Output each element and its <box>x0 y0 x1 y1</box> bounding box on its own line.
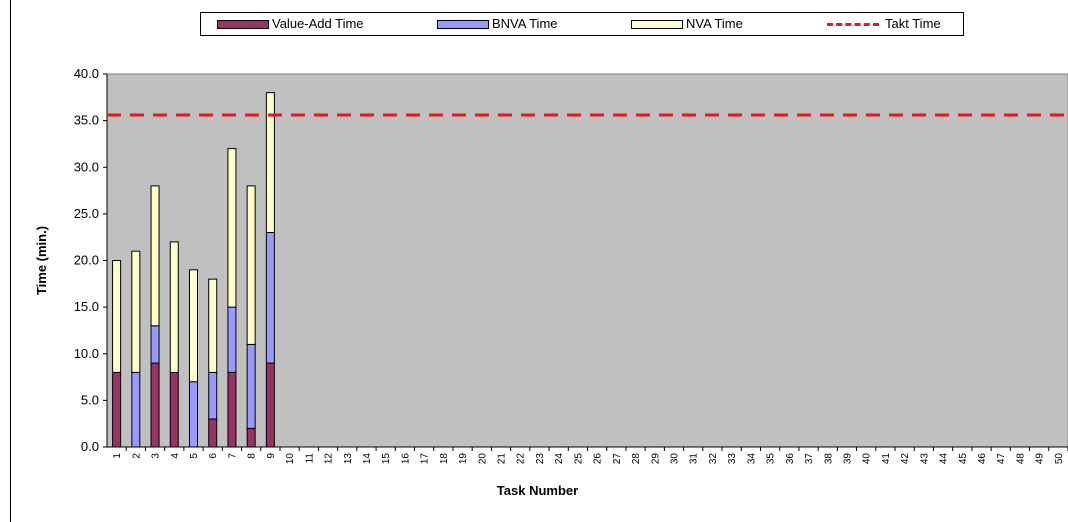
x-tick-label: 44 <box>939 453 950 465</box>
x-tick-label: 41 <box>881 453 892 465</box>
x-tick-label: 48 <box>1015 453 1026 465</box>
chart-frame <box>10 0 1068 522</box>
bar-segment <box>169 241 179 373</box>
legend-item-nva: NVA Time <box>631 16 743 32</box>
bar-segment <box>208 418 218 448</box>
legend-label-bnva: BNVA Time <box>492 16 558 31</box>
bar-segment <box>112 371 122 448</box>
y-tick-label: 35.0 <box>74 113 99 128</box>
legend-swatch-nva <box>631 20 683 30</box>
y-tick-label: 0.0 <box>81 439 99 454</box>
bar-segment <box>188 381 198 448</box>
x-tick-label: 13 <box>343 453 354 465</box>
bar-segment <box>227 371 237 448</box>
x-tick-label: 5 <box>189 453 200 459</box>
x-tick-label: 34 <box>746 453 757 465</box>
bar-segment <box>131 250 141 373</box>
x-tick-label: 28 <box>631 453 642 465</box>
x-tick-label: 29 <box>650 453 661 465</box>
x-tick-label: 3 <box>151 453 162 459</box>
x-tick-label: 31 <box>689 453 700 465</box>
x-tick-label: 39 <box>842 453 853 465</box>
x-tick-label: 18 <box>439 453 450 465</box>
x-tick-label: 8 <box>247 453 258 459</box>
bar-segment <box>246 427 256 448</box>
x-tick-label: 7 <box>227 453 238 459</box>
legend-label-nva: NVA Time <box>686 16 743 31</box>
bar-segment <box>150 325 160 364</box>
x-tick-label: 47 <box>996 453 1007 465</box>
x-tick-label: 22 <box>516 453 527 465</box>
bar-segment <box>188 269 198 383</box>
x-tick-label: 1 <box>112 453 123 459</box>
y-tick-label: 30.0 <box>74 159 99 174</box>
x-tick-label: 6 <box>208 453 219 459</box>
y-tick-label: 10.0 <box>74 346 99 361</box>
x-tick-label: 20 <box>477 453 488 465</box>
x-tick-label: 11 <box>304 453 315 464</box>
bar-segment <box>131 371 141 448</box>
legend-label-value-add: Value-Add Time <box>272 16 364 31</box>
x-axis-title: Task Number <box>497 483 578 498</box>
x-tick-label: 12 <box>324 453 335 465</box>
y-tick-label: 20.0 <box>74 253 99 268</box>
x-tick-label: 40 <box>862 453 873 465</box>
bar-segment <box>265 92 275 234</box>
legend-label-takt: Takt Time <box>885 16 941 31</box>
x-tick-label: 9 <box>266 453 277 459</box>
x-tick-label: 30 <box>669 453 680 465</box>
x-tick-label: 14 <box>362 453 373 465</box>
y-axis-title: Time (min.) <box>34 226 49 295</box>
x-tick-label: 36 <box>785 453 796 465</box>
x-tick-label: 4 <box>170 453 181 459</box>
y-tick-label: 15.0 <box>74 299 99 314</box>
x-tick-label: 37 <box>804 453 815 465</box>
legend-swatch-bnva <box>437 20 489 30</box>
x-tick-label: 15 <box>381 453 392 465</box>
x-tick-label: 17 <box>420 453 431 465</box>
x-tick-label: 16 <box>400 453 411 465</box>
bar-segment <box>112 260 122 373</box>
x-tick-label: 32 <box>708 453 719 465</box>
bar-segment <box>246 343 256 429</box>
x-tick-label: 33 <box>727 453 738 465</box>
x-tick-label: 35 <box>766 453 777 465</box>
x-tick-label: 25 <box>573 453 584 465</box>
bar-segment <box>150 185 160 327</box>
x-tick-label: 19 <box>458 453 469 465</box>
x-tick-label: 10 <box>285 453 296 465</box>
bar-segment <box>208 278 218 373</box>
x-tick-label: 45 <box>958 453 969 465</box>
legend-swatch-value-add <box>217 20 269 30</box>
y-tick-label: 25.0 <box>74 206 99 221</box>
bar-segment <box>227 306 237 373</box>
x-tick-label: 50 <box>1054 453 1065 465</box>
x-tick-label: 27 <box>612 453 623 465</box>
legend-item-bnva: BNVA Time <box>437 16 558 32</box>
legend: Value-Add Time BNVA Time NVA Time Takt T… <box>200 12 964 36</box>
x-tick-label: 21 <box>497 453 508 465</box>
x-tick-label: 24 <box>554 453 565 465</box>
x-tick-label: 2 <box>131 453 142 459</box>
x-tick-label: 23 <box>535 453 546 465</box>
legend-item-value-add: Value-Add Time <box>217 16 364 32</box>
bar-segment <box>265 362 275 448</box>
x-tick-label: 42 <box>900 453 911 465</box>
bar-segment <box>208 371 218 420</box>
bar-segment <box>246 185 256 345</box>
bar-segment <box>150 362 160 448</box>
legend-swatch-takt <box>827 23 879 27</box>
y-tick-label: 5.0 <box>81 392 99 407</box>
x-tick-label: 43 <box>919 453 930 465</box>
bar-segment <box>265 232 275 364</box>
bar-segment <box>227 148 237 308</box>
legend-item-takt: Takt Time <box>827 16 941 32</box>
x-tick-label: 46 <box>977 453 988 465</box>
x-tick-label: 38 <box>823 453 834 465</box>
x-tick-label: 49 <box>1035 453 1046 465</box>
bar-segment <box>169 371 179 448</box>
y-tick-label: 40.0 <box>74 66 99 81</box>
x-tick-label: 26 <box>593 453 604 465</box>
